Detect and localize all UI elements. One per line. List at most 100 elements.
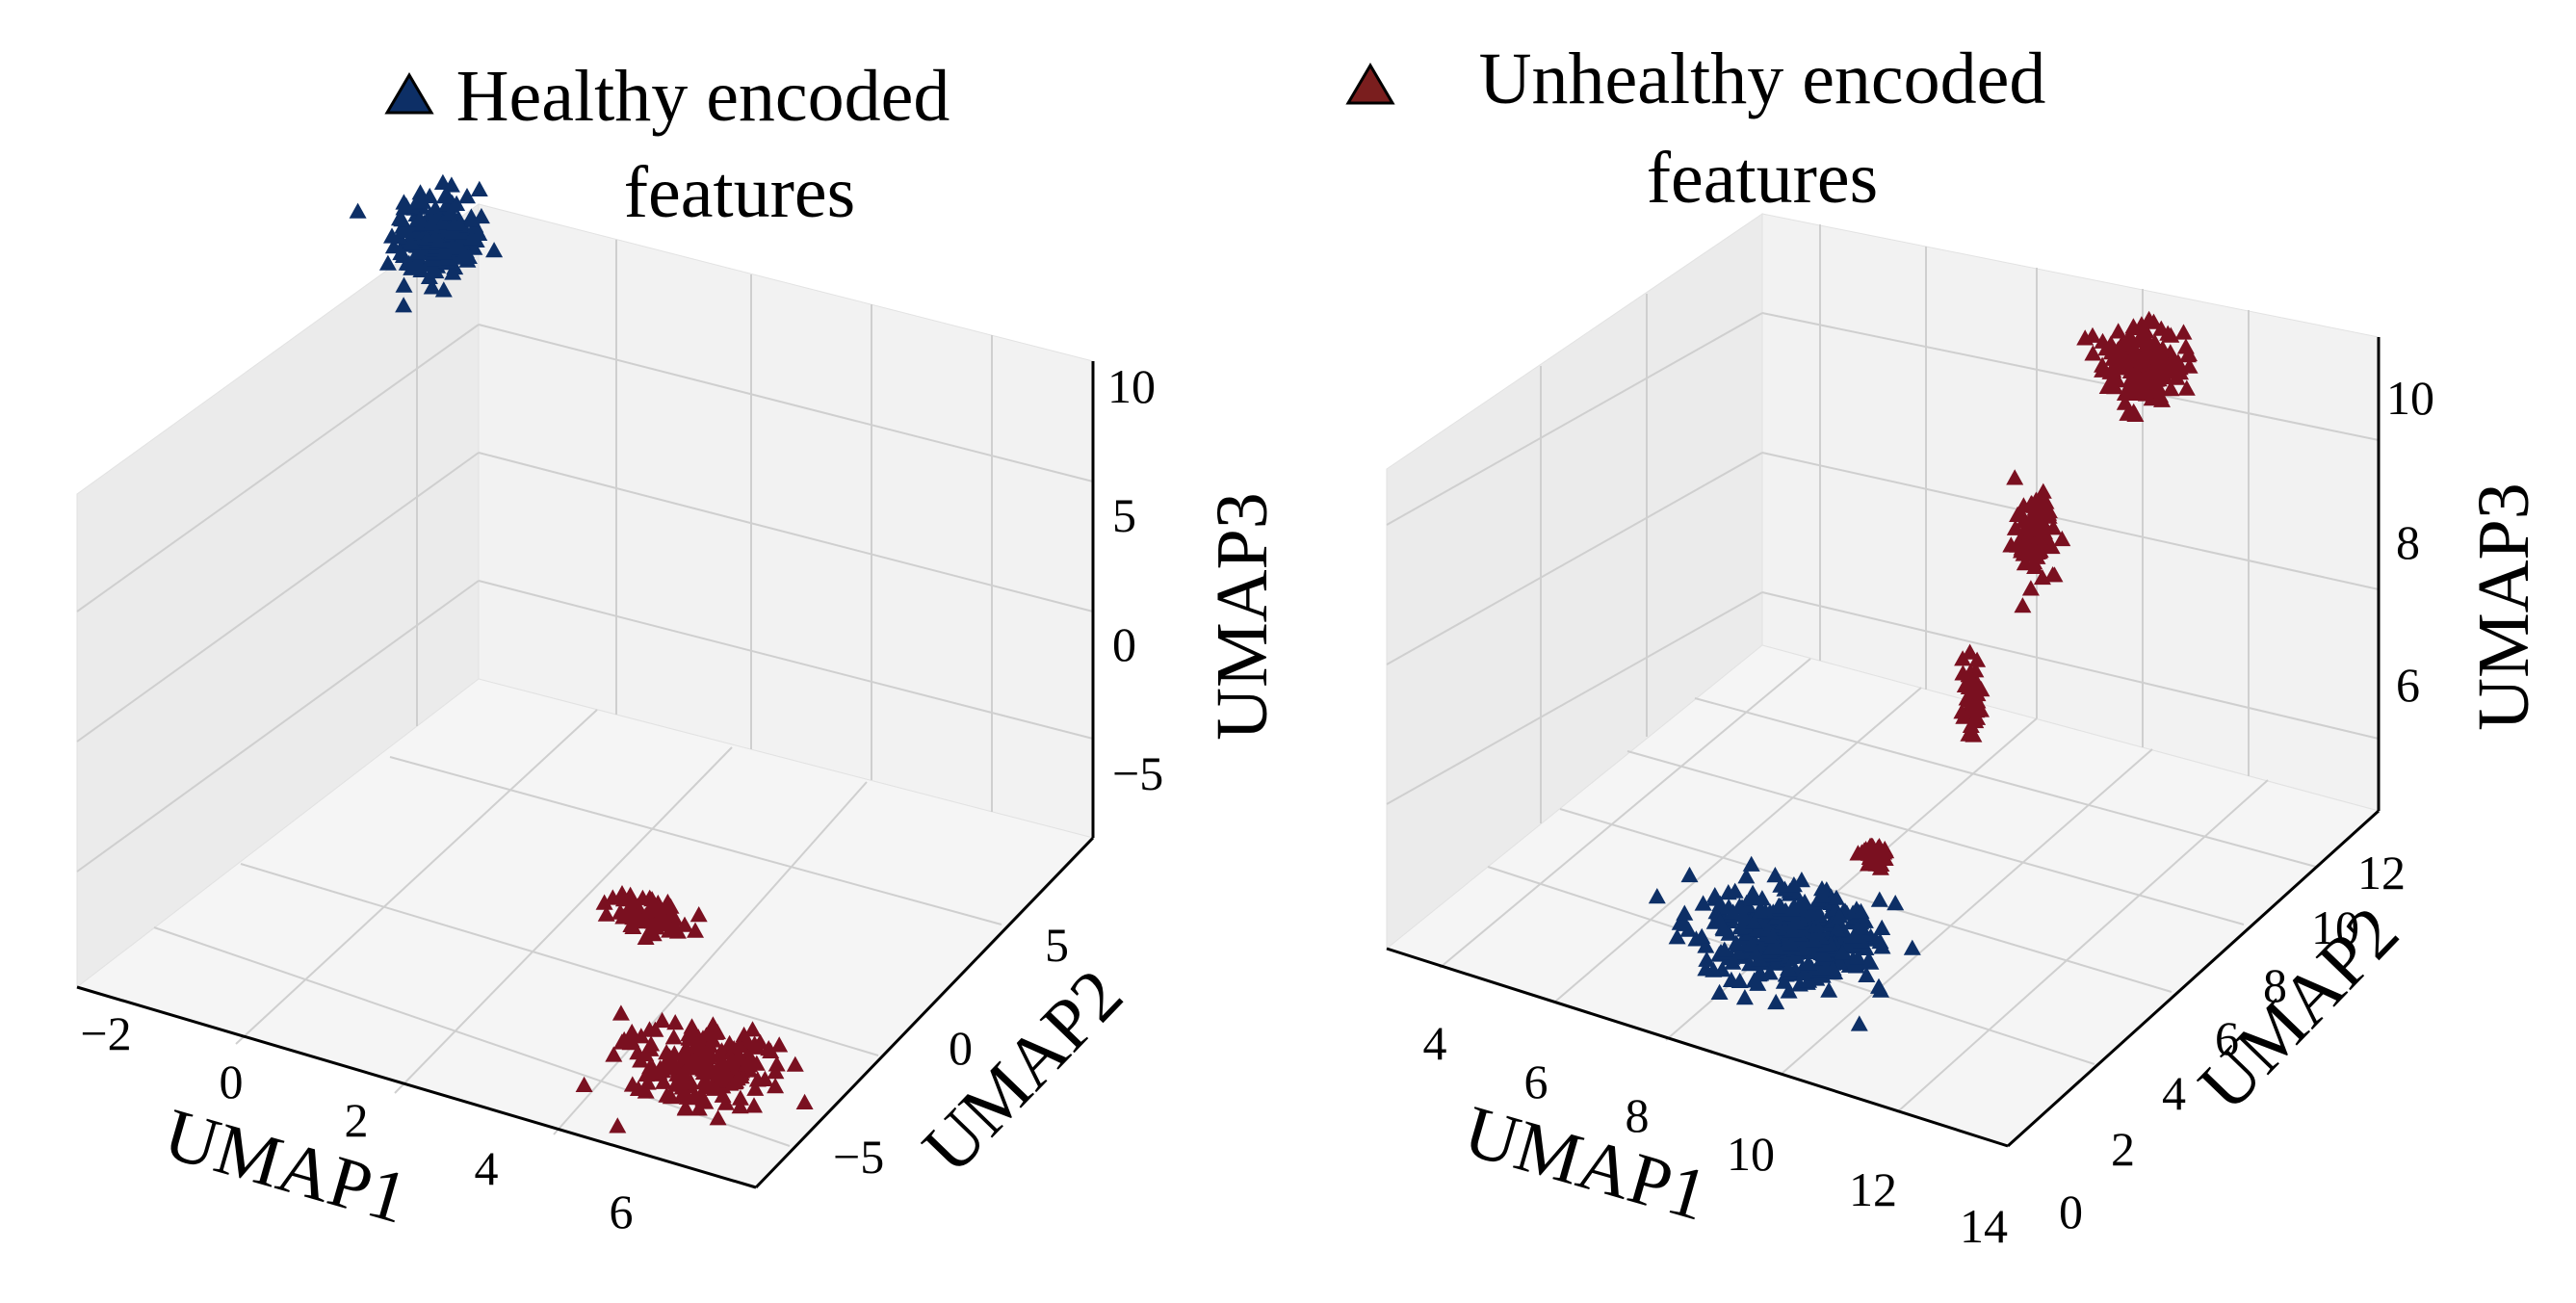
healthy-point	[442, 176, 460, 193]
healthy-point	[1772, 876, 1790, 893]
unhealthy-point	[2033, 535, 2051, 552]
unhealthy-point	[645, 1065, 664, 1081]
unhealthy-point	[671, 1066, 690, 1083]
healthy-point	[1745, 913, 1763, 929]
healthy-point	[435, 188, 454, 204]
healthy-point	[1694, 895, 1712, 911]
unhealthy-point	[668, 923, 687, 939]
healthy-point	[1873, 919, 1891, 935]
unhealthy-point	[2121, 377, 2138, 393]
unhealthy-point	[713, 1055, 731, 1072]
unhealthy-point	[678, 1088, 696, 1105]
unhealthy-point	[659, 893, 677, 910]
healthy-point	[1722, 971, 1740, 987]
unhealthy-point	[770, 1036, 789, 1053]
healthy-point	[1767, 939, 1785, 955]
right-xtick: 8	[1626, 1088, 1650, 1142]
unhealthy-point	[638, 1074, 657, 1090]
healthy-point	[1780, 982, 1798, 999]
right-xtick: 10	[1727, 1127, 1775, 1181]
unhealthy-point	[623, 1023, 641, 1040]
unhealthy-point	[604, 889, 622, 905]
right-panes	[1385, 213, 2381, 1147]
unhealthy-point	[2106, 359, 2124, 376]
unhealthy-point	[1968, 651, 1987, 667]
unhealthy-point	[597, 905, 615, 922]
unhealthy-point	[2180, 357, 2199, 374]
healthy-point	[1852, 932, 1870, 949]
healthy-point	[1806, 931, 1823, 948]
right-xtick: 14	[1960, 1199, 2008, 1253]
unhealthy-point	[2168, 369, 2186, 385]
unhealthy-point	[2043, 566, 2062, 583]
healthy-point	[1783, 900, 1802, 917]
healthy-point	[383, 227, 401, 244]
healthy-point	[1741, 955, 1759, 972]
unhealthy-point	[2140, 310, 2158, 326]
unhealthy-point	[2094, 361, 2112, 378]
right-ztick: 6	[2396, 658, 2420, 712]
healthy-point	[1828, 889, 1845, 905]
right-subplot: 4 6 8 10 12 14 0 2 4 6 8 10 12 6 8 10 UM…	[1345, 39, 2544, 1253]
healthy-point	[1886, 895, 1905, 911]
unhealthy-point	[2106, 378, 2124, 395]
unhealthy-point	[615, 1030, 634, 1048]
right-ytick: 8	[2263, 958, 2287, 1012]
left-axes	[76, 361, 1095, 1189]
healthy-point	[1853, 919, 1871, 935]
unhealthy-point	[700, 1078, 718, 1095]
right-ytick: 12	[2357, 846, 2406, 899]
left-y-axis	[754, 836, 1095, 1189]
unhealthy-point	[2025, 543, 2043, 560]
unhealthy-point	[2109, 323, 2127, 339]
right-xlabel: UMAP1	[1455, 1090, 1716, 1237]
unhealthy-point	[605, 1046, 623, 1062]
unhealthy-point	[1961, 643, 1979, 660]
healthy-point	[463, 229, 481, 246]
right-points	[1648, 310, 2199, 1031]
right-legend-label: Unhealthy encoded	[1479, 39, 2046, 119]
right-ztick: 8	[2396, 515, 2420, 569]
healthy-point	[1742, 855, 1760, 872]
unhealthy-point	[611, 1004, 630, 1021]
healthy-point	[395, 297, 413, 313]
healthy-point	[422, 215, 440, 231]
unhealthy-point	[2126, 405, 2145, 422]
healthy-point	[1680, 866, 1699, 883]
unhealthy-point	[632, 1028, 650, 1044]
healthy-point	[1831, 907, 1849, 924]
unhealthy-point	[2177, 379, 2196, 396]
healthy-point	[1751, 902, 1769, 919]
healthy-point	[400, 254, 418, 271]
unhealthy-point	[1869, 847, 1887, 863]
healthy-point	[1731, 919, 1750, 935]
healthy-point	[1767, 993, 1785, 1010]
unhealthy-point	[2180, 345, 2198, 362]
unhealthy-point	[2114, 346, 2132, 362]
unhealthy-point	[716, 1094, 735, 1110]
healthy-point	[470, 224, 488, 241]
unhealthy-point	[2053, 530, 2071, 547]
unhealthy-point	[2015, 497, 2033, 513]
healthy-point	[1745, 972, 1763, 988]
unhealthy-point	[2013, 539, 2031, 556]
healthy-point	[1871, 932, 1889, 950]
unhealthy-point	[690, 906, 708, 923]
left-ytick: 5	[1045, 918, 1069, 972]
healthy-point	[1710, 983, 1729, 1000]
healthy-point	[1794, 940, 1812, 956]
right-ticks: 4 6 8 10 12 14 0 2 4 6 8 10 12 6 8 10	[1423, 371, 2435, 1253]
healthy-point	[1782, 935, 1800, 951]
right-xtick: 6	[1524, 1055, 1548, 1108]
healthy-point	[445, 222, 463, 240]
unhealthy-point	[660, 1053, 678, 1069]
healthy-point	[1817, 959, 1834, 976]
healthy-point	[448, 195, 466, 211]
unhealthy-point	[664, 1029, 683, 1045]
unhealthy-point	[743, 1021, 762, 1037]
unhealthy-point	[2125, 344, 2144, 361]
left-zlabel: UMAP3	[1202, 492, 1283, 741]
healthy-point	[378, 254, 397, 271]
healthy-point	[1814, 946, 1833, 962]
